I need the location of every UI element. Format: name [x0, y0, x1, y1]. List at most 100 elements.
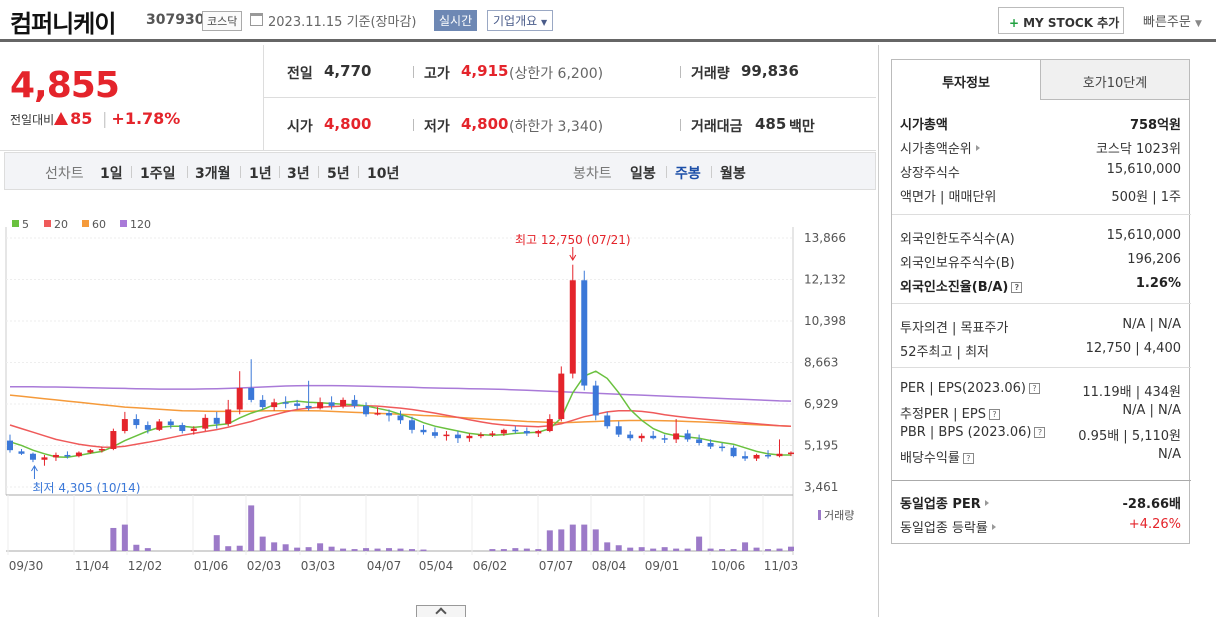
volume-bar [144, 548, 151, 551]
collapse-chart-button[interactable] [416, 605, 466, 619]
company-info-dropdown[interactable]: 기업개요 ▼ [487, 10, 554, 31]
divider [413, 66, 414, 78]
period-1w[interactable]: 1주일 [140, 166, 176, 182]
info-label-text: 외국인한도주식수(A) [900, 232, 1015, 247]
candle-weekly[interactable]: 주봉 [675, 166, 701, 182]
info-value: 12,750 | 4,400 [1085, 341, 1181, 356]
volume-bar [259, 536, 266, 551]
info-label[interactable]: 동일업종 등락률 [900, 517, 996, 536]
candle-body [615, 426, 622, 435]
help-icon[interactable]: ? [1011, 282, 1023, 293]
volume-bar [489, 549, 496, 551]
candle-body [41, 457, 48, 460]
x-tick-label: 08/04 [592, 559, 627, 573]
y-tick-label: 8,663 [804, 356, 838, 370]
candle-body [661, 438, 668, 440]
realtime-button[interactable]: 실시간 [434, 10, 478, 31]
prev-close-label: 전일 [287, 66, 313, 82]
help-icon[interactable]: ? [988, 409, 1000, 420]
info-value: 758억원 [1129, 118, 1181, 133]
quick-order-button[interactable]: 빠른주문 ▼ [1143, 11, 1202, 30]
chevron-right-icon [991, 524, 996, 530]
candle-body [351, 399, 358, 406]
min-annotation: 최저 4,305 (10/14) [32, 481, 140, 495]
candle-body [374, 413, 381, 415]
info-value: 196,206 [1127, 252, 1181, 267]
volume-bar [546, 530, 553, 551]
volume-bar [351, 549, 358, 551]
candle-body [420, 429, 427, 433]
candle-body [52, 454, 59, 458]
base-date: 2023.11.15 기준(장마감) [268, 15, 417, 30]
candle-monthly[interactable]: 월봉 [720, 166, 746, 182]
x-tick-label: 04/07 [367, 559, 402, 573]
period-5y[interactable]: 5년 [327, 166, 350, 182]
volume-bar [535, 549, 542, 551]
tab-invest-info[interactable]: 투자정보 [891, 59, 1041, 100]
period-1y[interactable]: 1년 [249, 166, 272, 182]
min-arrow-head [31, 465, 38, 472]
candle-body [213, 417, 220, 424]
info-label-text: 시가총액 [900, 118, 948, 133]
info-label-text: 상장주식수 [900, 166, 960, 181]
volume-bar [213, 535, 220, 551]
tab-orderbook[interactable]: 호가10단계 [1040, 59, 1190, 100]
divider [131, 166, 132, 178]
volume-bar [673, 548, 680, 551]
x-tick-label: 06/02 [473, 559, 508, 573]
volume-bar [742, 542, 749, 551]
divider [279, 166, 280, 178]
x-tick-label: 02/03 [247, 559, 282, 573]
plus-icon: + [1009, 16, 1020, 30]
volume-bar [615, 545, 622, 551]
volume-bar [569, 524, 576, 551]
chart-controls: 선차트 1일 1주일 3개월 1년 3년 5년 10년 봉차트 일봉 주봉 월봉 [4, 152, 876, 190]
help-icon[interactable]: ? [1034, 427, 1046, 438]
x-tick-label: 03/03 [301, 559, 336, 573]
candle-body [317, 402, 324, 409]
divider [187, 166, 188, 178]
candle-body [581, 280, 588, 386]
volume-legend-label: 거래량 [824, 509, 854, 522]
current-price: 4,855 [10, 65, 120, 106]
info-label-text: 동일업종 등락률 [900, 521, 988, 536]
help-icon[interactable]: ? [1028, 383, 1040, 394]
candle-body [397, 415, 404, 421]
info-label: 추정PER | EPS? [900, 403, 1000, 422]
period-3m[interactable]: 3개월 [195, 166, 231, 182]
period-10y[interactable]: 10년 [367, 166, 400, 182]
stock-chart[interactable]: 5 20 60 120 13,866 12,132 10,398 8,663 6,929 5,19… [0, 205, 876, 575]
candle-body [225, 409, 232, 424]
info-label[interactable]: 시가총액순위 [900, 138, 980, 157]
candle-body [535, 431, 542, 434]
help-icon[interactable]: ? [962, 453, 974, 464]
add-mystock-button[interactable]: + MY STOCK 추가 [998, 7, 1124, 34]
volume-bar [604, 542, 611, 551]
volume-bar [317, 543, 324, 551]
volume-bar [248, 505, 255, 551]
info-label: 배당수익률? [900, 447, 974, 466]
info-label-text: 외국인소진율(B/A) [900, 280, 1009, 295]
stock-code: 307930 [146, 12, 205, 28]
volume-bar [294, 547, 301, 551]
period-1d[interactable]: 1일 [100, 166, 123, 182]
legend-swatch [120, 220, 127, 227]
volume-bar [753, 547, 760, 551]
x-tick-label: 01/06 [194, 559, 229, 573]
info-label-text: 외국인보유주식수(B) [900, 256, 1015, 271]
info-label-text: PER | EPS(2023.06) [900, 381, 1026, 396]
volume-bar [363, 548, 370, 551]
volume-bar [305, 547, 312, 551]
candle-body [569, 280, 576, 374]
period-3y[interactable]: 3년 [287, 166, 310, 182]
candle-body [98, 448, 105, 451]
candle-body [546, 419, 553, 432]
volume-bar [225, 546, 232, 551]
info-label[interactable]: 동일업종 PER [900, 493, 989, 512]
chevron-right-icon [975, 145, 980, 151]
high-value: 4,915 [461, 62, 509, 80]
amount-unit: 백만 [789, 119, 815, 135]
y-tick-label: 12,132 [804, 272, 846, 286]
candle-daily[interactable]: 일봉 [630, 166, 656, 182]
candle-body [627, 434, 634, 439]
